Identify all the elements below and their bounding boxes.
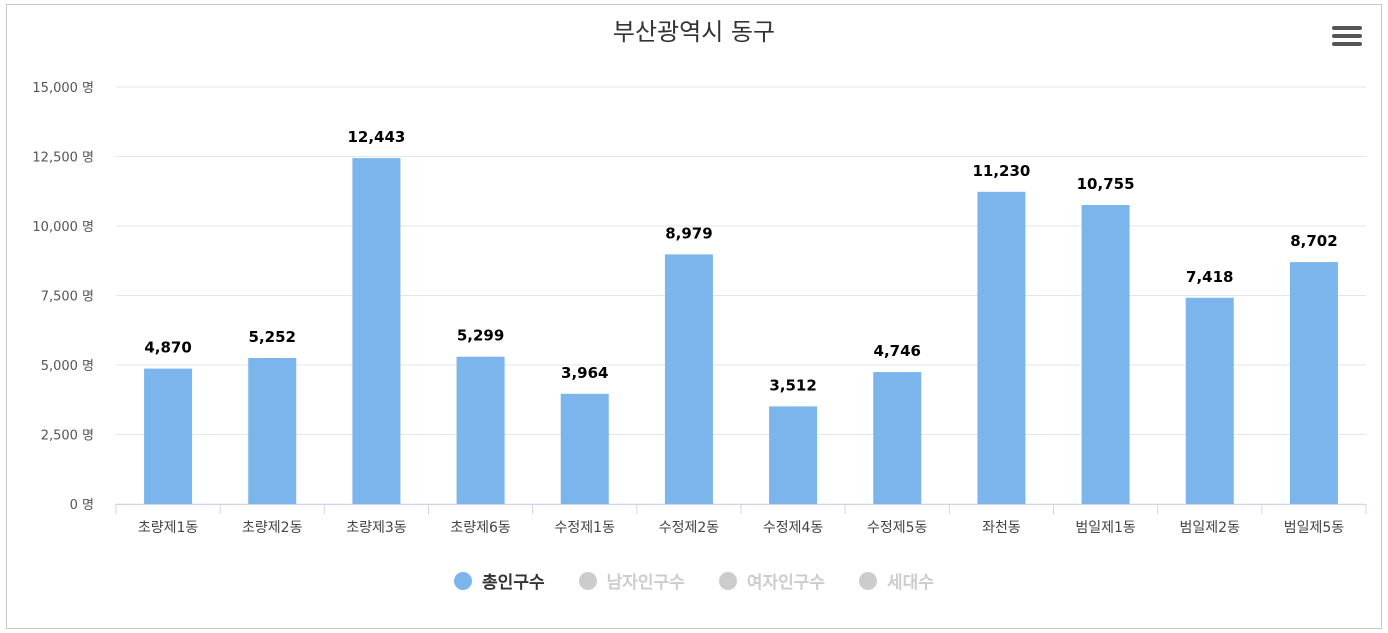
legend-label: 세대수 [887, 573, 934, 593]
chart-title: 부산광역시 동구 [612, 18, 776, 46]
legend-label: 남자인구수 [606, 573, 685, 593]
legend-marker-icon [578, 571, 597, 590]
legend-item[interactable]: 세대수 [859, 568, 934, 593]
legend-marker-icon [454, 571, 473, 590]
legend-marker-icon [718, 571, 737, 590]
legend-item[interactable]: 여자인구수 [718, 568, 826, 593]
chart-container [6, 4, 1382, 629]
legend-marker-icon [859, 571, 878, 590]
legend-item[interactable]: 남자인구수 [578, 568, 685, 593]
legend-label: 총인구수 [482, 573, 545, 593]
legend: 총인구수 남자인구수 여자인구수 세대수 [0, 568, 1388, 593]
legend-label: 여자인구수 [746, 573, 826, 593]
legend-item[interactable]: 총인구수 [454, 568, 545, 593]
hamburger-menu-icon[interactable] [1332, 26, 1362, 52]
